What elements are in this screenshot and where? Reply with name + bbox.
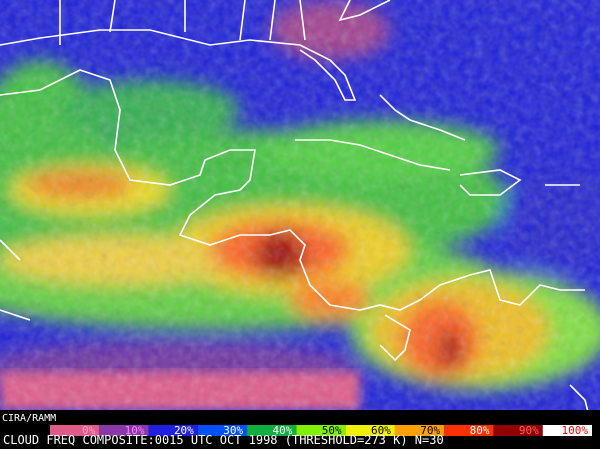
legend-swatch [99,425,149,436]
legend-label: 40% [272,424,292,437]
legend-label: 30% [223,424,243,437]
legend-swatch [542,425,592,436]
legend-swatch [493,425,543,436]
legend-label: 70% [420,424,440,437]
caption: CLOUD FREQ COMPOSITE:0015 UTC OCT 1998 (… [3,433,444,447]
legend-swatch [296,425,346,436]
legend-label: 90% [519,424,539,437]
legend-label: 50% [322,424,342,437]
legend-swatch [444,425,494,436]
legend-label: 60% [371,424,391,437]
legend-swatch [148,425,198,436]
legend-swatch [197,425,248,436]
legend-swatch [50,425,100,436]
legend-swatch [394,425,445,436]
legend-swatch [345,425,395,436]
legend-label: 10% [125,424,145,437]
legend-label: 100% [562,424,589,437]
legend-swatch [247,425,297,436]
legend-label: 20% [174,424,194,437]
coastlines [0,0,591,421]
legend: 0% 10% 20% 30% 40% 50% 60% 70% 80% 90% 100% [50,424,592,437]
legend-label: 80% [470,424,490,437]
legend-label: 0% [82,424,96,437]
logo: CIRA/RAMM [2,413,56,424]
cloud-field [0,0,600,410]
